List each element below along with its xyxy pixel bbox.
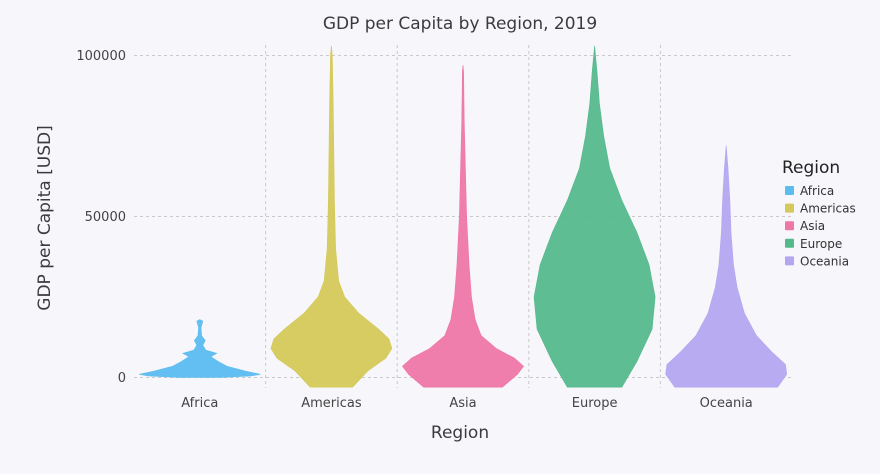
chart-title: GDP per Capita by Region, 2019 [323, 14, 597, 34]
x-tick-label: Europe [572, 396, 618, 411]
y-tick-label: 0 [118, 371, 126, 386]
legend-swatch-africa[interactable] [785, 186, 794, 195]
x-tick-label: Oceania [700, 396, 753, 411]
violin-europe[interactable] [533, 45, 656, 388]
legend-swatch-europe[interactable] [785, 238, 794, 248]
legend-swatch-americas[interactable] [785, 203, 794, 213]
legend-swatch-asia[interactable] [785, 221, 794, 231]
y-axis-label: GDP per Capita [USD] [35, 125, 55, 310]
legend-label-oceania[interactable]: Oceania [800, 254, 849, 268]
x-tick-label: Africa [181, 396, 218, 411]
violin-asia[interactable] [402, 65, 524, 388]
x-axis-label: Region [431, 423, 489, 443]
legend-label-asia[interactable]: Asia [800, 219, 825, 233]
y-tick-label: 50000 [85, 210, 126, 225]
legend-title: Region [782, 158, 840, 178]
x-tick-label: Asia [449, 396, 476, 411]
violin-oceania[interactable] [665, 145, 788, 388]
legend[interactable]: Region Africa Americas Asia Europe Oceania [782, 158, 856, 268]
legend-label-europe[interactable]: Europe [800, 237, 842, 251]
tick-layer: 0 50000 100000 Africa Americas Asia Europe Ocea… [76, 49, 752, 411]
legend-label-americas[interactable]: Americas [800, 202, 856, 216]
violin-layer [139, 45, 788, 388]
y-tick-label: 100000 [76, 49, 126, 64]
legend-label-africa[interactable]: Africa [800, 184, 834, 198]
x-tick-label: Americas [301, 396, 362, 411]
violin-africa[interactable] [139, 319, 261, 378]
legend-items[interactable]: Africa Americas Asia Europe Oceania [785, 184, 856, 268]
legend-swatch-oceania[interactable] [785, 256, 794, 266]
violin-americas[interactable] [270, 45, 393, 388]
